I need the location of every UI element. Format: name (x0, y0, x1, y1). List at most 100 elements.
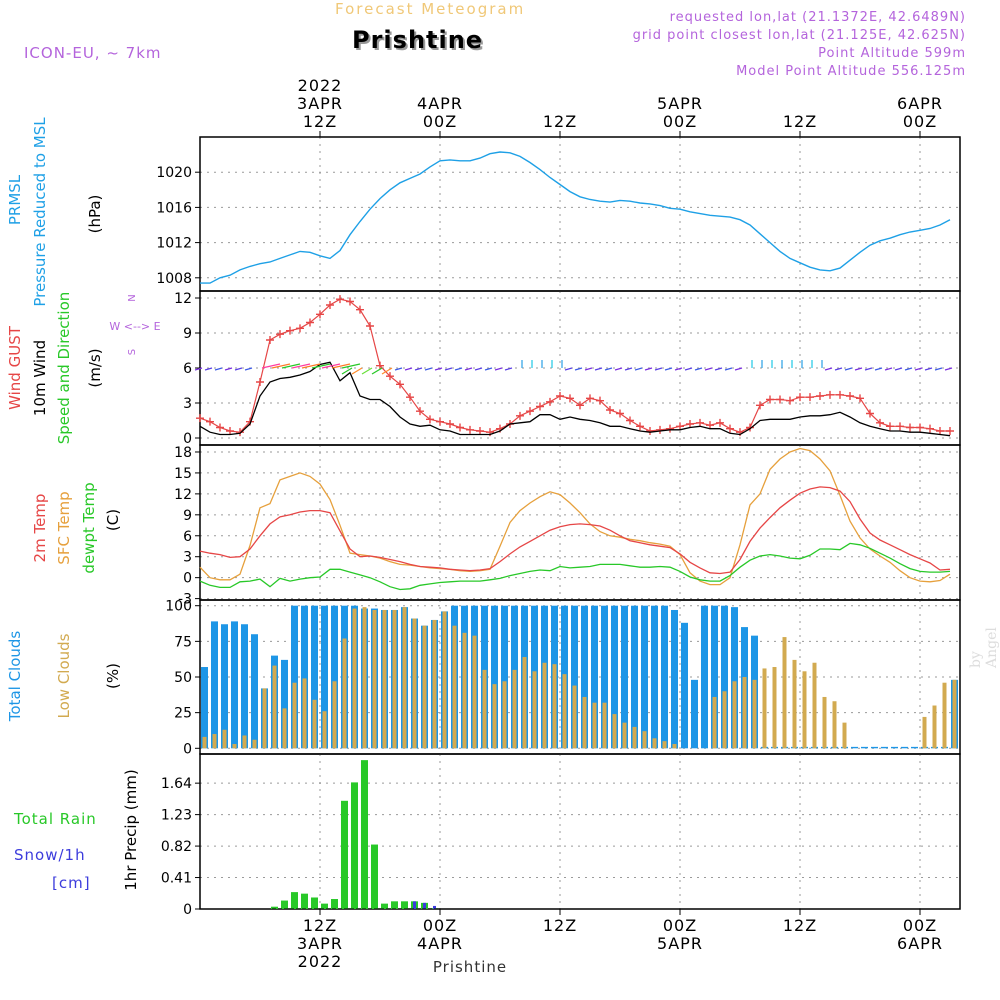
total-cloud-bar (641, 605, 648, 749)
wind-direction-arrow (894, 367, 903, 371)
wind-direction-arrow (504, 367, 513, 371)
pressure-label-prmsl: PRMSL (6, 174, 24, 225)
low-cloud-bar (472, 635, 477, 749)
low-cloud-bar (362, 607, 367, 749)
page-title: Prishtine (352, 26, 484, 54)
wind-direction-arrow (884, 367, 893, 371)
author-signature: by Angel (968, 627, 1000, 668)
wind-direction-arrow (724, 367, 733, 371)
gust-marker (456, 423, 464, 432)
total-cloud-bar (891, 746, 898, 749)
wind-direction-arrow (474, 367, 483, 371)
snow-label: Snow/1h (14, 846, 86, 864)
wind-direction-arrow (291, 363, 311, 369)
bottom-time-label: 4APR (417, 934, 463, 953)
wind-direction-arrow (321, 363, 341, 369)
wind-direction-arrow (301, 363, 321, 369)
low-cloud-bar (532, 671, 537, 749)
wind-direction-arrow (824, 367, 833, 371)
wind-ytick-label: 0 (183, 431, 192, 447)
gust-marker (906, 423, 914, 432)
low-cloud-bar (282, 708, 287, 749)
gust-marker (416, 407, 424, 416)
gust-marker (616, 409, 624, 418)
total-cloud-bar (331, 605, 338, 749)
wind-direction-arrow (584, 367, 593, 371)
low-cloud-bar (382, 609, 387, 749)
gust-marker (476, 427, 484, 435)
total-cloud-bar (281, 659, 288, 749)
clouds-ytick-label: 50 (174, 670, 192, 686)
rain-bar (301, 893, 308, 909)
gust-marker (206, 417, 214, 426)
gust-marker (816, 392, 824, 400)
gust-marker (546, 397, 554, 406)
temp-sfc-label: SFC Temp (55, 491, 73, 564)
wind-direction-arrow (854, 367, 863, 371)
top-time-label: 00Z (903, 112, 937, 131)
wind-direction-arrow (331, 363, 351, 369)
wind-direction-arrow (684, 367, 693, 371)
wind-direction-arrow (704, 367, 713, 371)
temp-dewpt-line (199, 542, 951, 591)
gust-marker (876, 418, 884, 427)
total-cloud-bar (701, 605, 708, 749)
wind-direction-arrow (674, 367, 683, 371)
wind-direction-arrow (834, 367, 843, 371)
wind-direction-arrow (204, 367, 213, 371)
low-cloud-bar (782, 637, 787, 749)
total-cloud-bar (871, 746, 878, 749)
total-cloud-bar (851, 746, 858, 749)
gust-marker (846, 392, 854, 400)
wind-gust-label: Wind GUST (6, 325, 24, 410)
temperature-panel: -3 0 3 6 9 12 15 18 (174, 444, 961, 608)
low-cloud-bar (452, 625, 457, 749)
temp-unit-label: (C) (104, 509, 122, 531)
wind-direction-arrow (844, 367, 853, 371)
wind-direction-arrow (404, 367, 413, 371)
bottom-time-label: 12Z (303, 916, 337, 935)
gust-marker (406, 393, 414, 402)
pressure-ytick-label: 1020 (156, 165, 192, 181)
bottom-time-label: 00Z (903, 916, 937, 935)
rain-bar (381, 903, 388, 909)
wind-direction-arrow (634, 367, 643, 371)
wind-direction-arrow (734, 367, 743, 371)
total-cloud-bar (691, 679, 698, 749)
rain-bar (311, 897, 318, 909)
low-cloud-bar (792, 659, 797, 749)
gust-marker (586, 394, 594, 403)
gust-marker (636, 422, 644, 431)
footer-label: Prishtine (433, 958, 507, 976)
precipitation-ytick-label: 1.23 (161, 808, 192, 824)
gust-marker (926, 424, 934, 433)
low-cloud-bar (552, 664, 557, 749)
gust-marker (756, 401, 764, 410)
gust-marker (366, 322, 374, 330)
low-cloud-bar (212, 734, 217, 749)
wind-ytick-label: 9 (183, 326, 192, 342)
wind-direction-arrow (361, 367, 373, 375)
gust-marker (466, 425, 474, 434)
precipitation-panel: 0 0.41 0.82 1.23 1.64 (161, 753, 961, 918)
low-cloud-bar (402, 607, 407, 749)
rain-bar (391, 901, 398, 909)
total-cloud-bar (621, 605, 628, 749)
low-cloud-bar (482, 669, 487, 749)
grid-point-coords: grid point closest lon,lat (21.125E, 42.… (632, 28, 966, 43)
wind-ytick-label: 3 (183, 396, 192, 412)
compass-we: W <--> E (109, 320, 160, 333)
gust-marker (286, 326, 294, 335)
pressure-ytick-label: 1008 (156, 271, 192, 287)
wind-direction-arrow (944, 367, 953, 371)
gust-marker (606, 406, 614, 414)
precipitation-ytick-label: 1.64 (161, 776, 192, 792)
wind-direction-arrow (564, 367, 573, 371)
wind-direction-arrow (494, 367, 503, 371)
gust-marker (526, 407, 534, 416)
total-cloud-bar (491, 605, 498, 749)
total-cloud-bar (631, 605, 638, 749)
gust-marker (856, 394, 864, 403)
gust-marker (596, 396, 604, 405)
